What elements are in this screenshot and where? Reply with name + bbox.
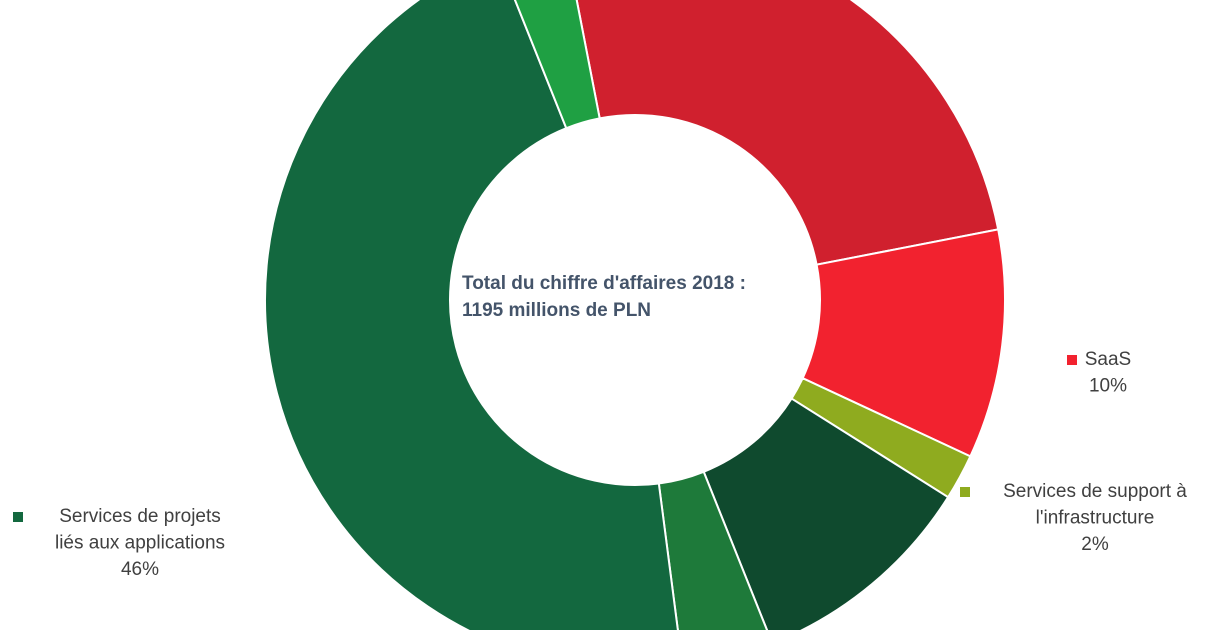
donut-segment bbox=[264, 0, 679, 630]
data-label-value: 2% bbox=[1081, 534, 1109, 555]
center-title-line: 1195 millions de PLN bbox=[462, 300, 651, 321]
donut-segment bbox=[513, 0, 601, 130]
data-label-name: Services de support à bbox=[1003, 481, 1187, 502]
donut-segment bbox=[575, 0, 1000, 266]
data-label-name: l'infrastructure bbox=[1036, 508, 1155, 529]
donut-segment bbox=[702, 397, 950, 630]
center-title-line: Total du chiffre d'affaires 2018 : bbox=[462, 273, 746, 294]
data-label-name: SaaS bbox=[1085, 349, 1131, 370]
data-label-value: 10% bbox=[1089, 376, 1127, 397]
legend-marker bbox=[13, 512, 23, 522]
legend-marker bbox=[1067, 355, 1077, 365]
data-label-name: Services de projets bbox=[59, 506, 221, 527]
legend-marker bbox=[960, 487, 970, 497]
data-label-value: 46% bbox=[121, 559, 159, 580]
data-label-name: liés aux applications bbox=[55, 533, 225, 554]
